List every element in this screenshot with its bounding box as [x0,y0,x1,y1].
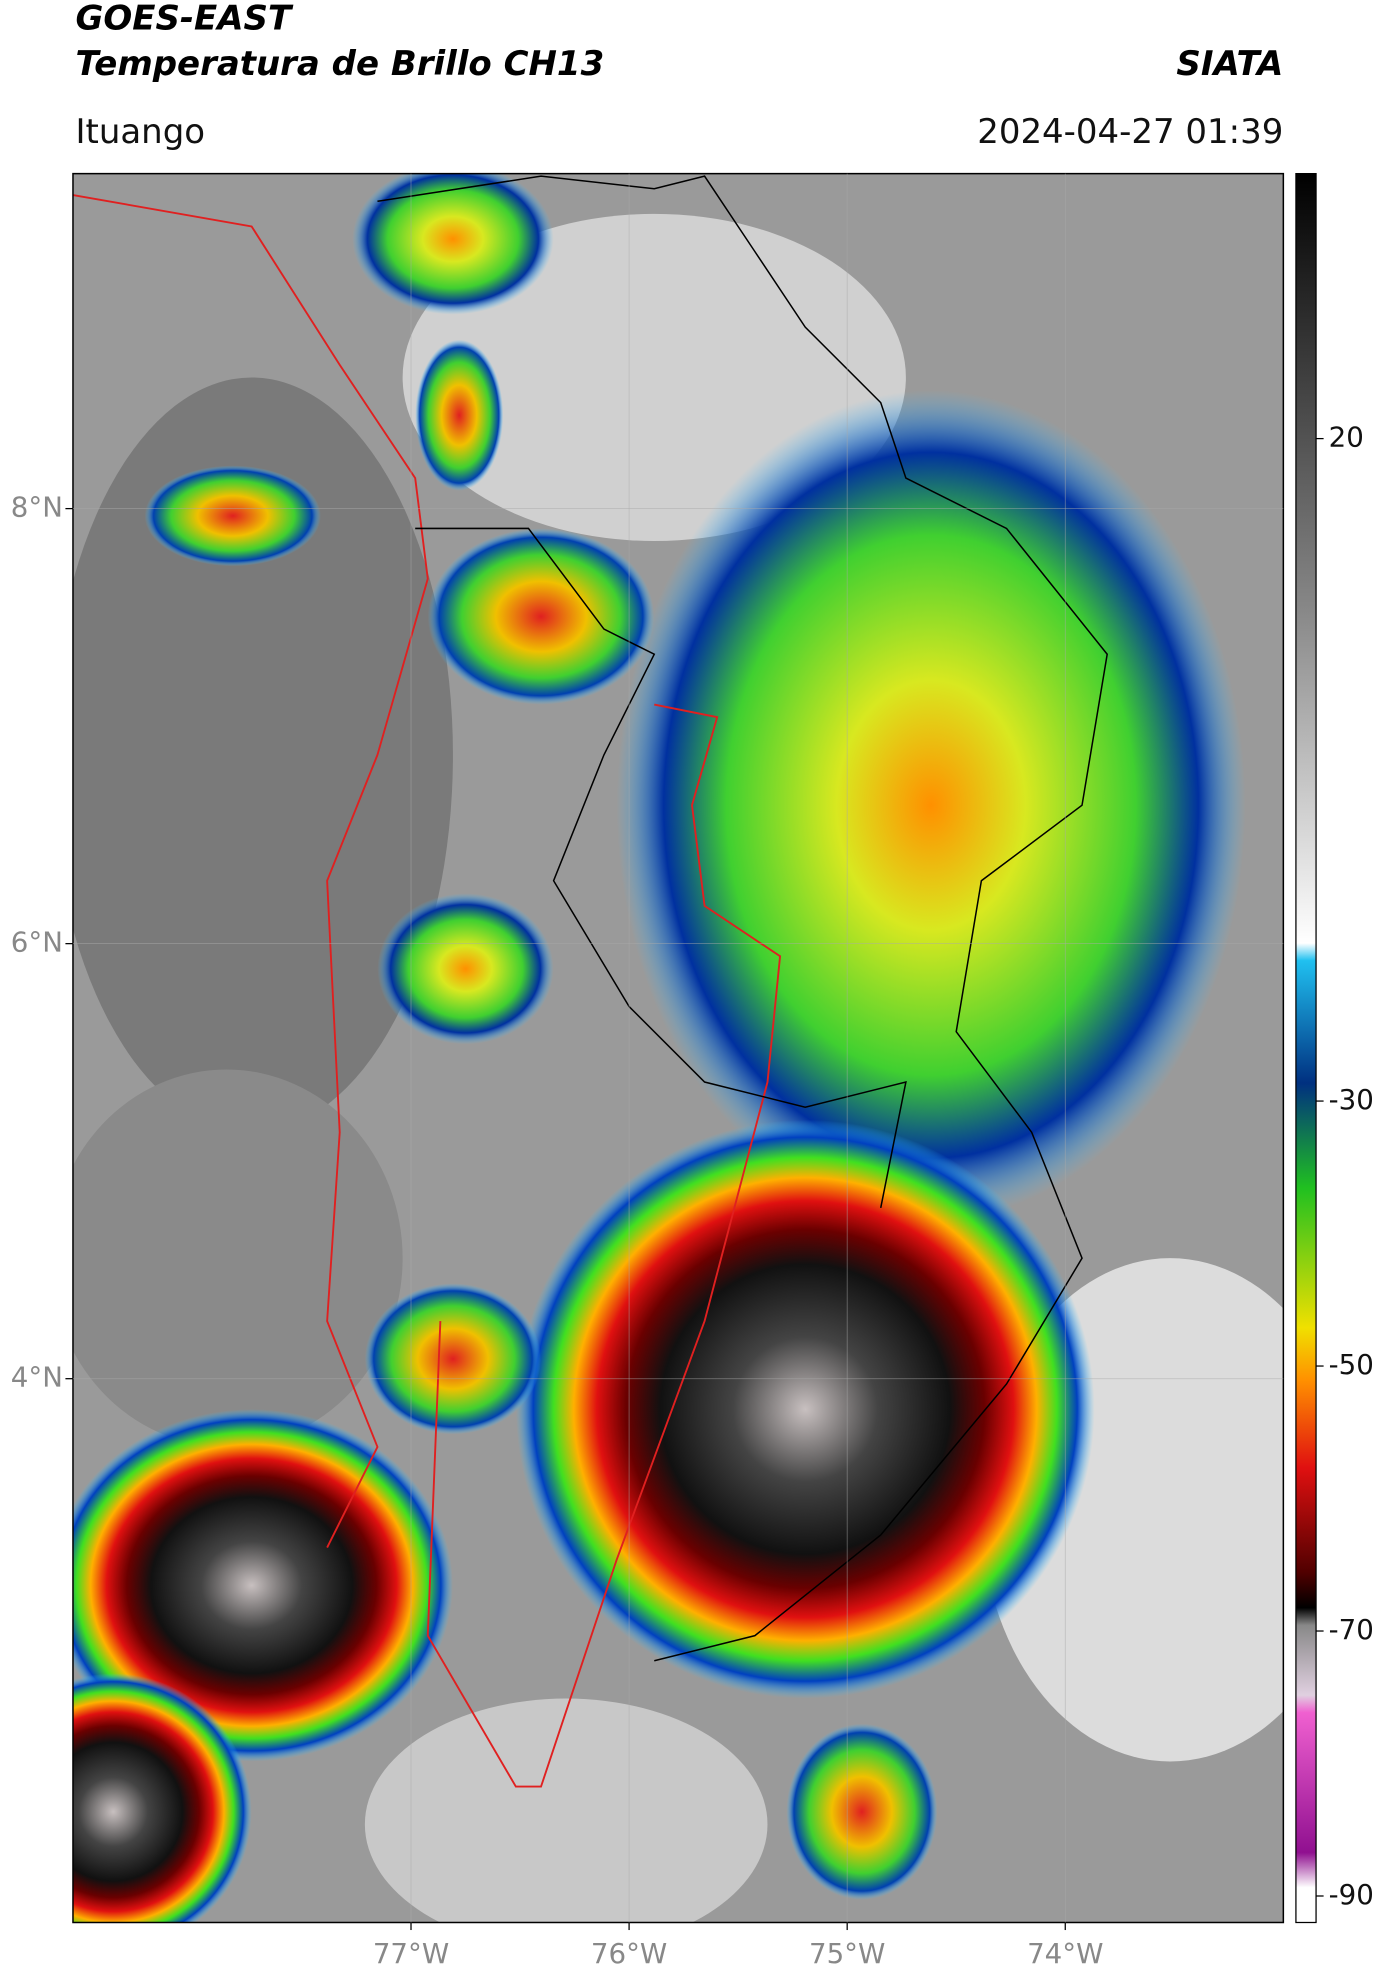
y-tick-label: 6°N [11,926,63,959]
colorbar-tick-label: -70 [1329,1613,1374,1646]
x-tick-label: 74°W [1027,1937,1103,1970]
map-frame [72,172,1285,1924]
colorbar-tick-label: -90 [1329,1878,1374,1911]
title: GOES-EAST [75,0,293,39]
colorbar-tick-label: -30 [1329,1083,1374,1116]
colorbar-tick-label: -50 [1329,1348,1374,1381]
x-tick-label: 77°W [373,1937,449,1970]
satellite-image [72,173,1284,1923]
x-tick-label: 76°W [591,1937,667,1970]
y-tick-label: 4°N [11,1361,63,1394]
colorbar [1295,172,1317,1924]
x-tick-label: 75°W [809,1937,885,1970]
colorbar-tick-label: 20 [1329,421,1364,454]
subtitle: Temperatura de Brillo CH13 [75,44,604,84]
datetime: 2024-04-27 01:39 [977,112,1283,152]
source: SIATA [1176,44,1283,84]
y-tick-label: 8°N [11,491,63,524]
location: Ituango [75,112,205,152]
